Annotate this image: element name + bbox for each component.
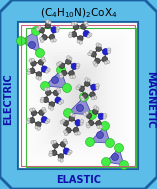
Circle shape [87, 35, 90, 38]
Circle shape [71, 63, 77, 70]
Circle shape [80, 96, 83, 99]
Circle shape [70, 75, 73, 78]
Circle shape [56, 27, 60, 30]
Circle shape [36, 76, 39, 79]
Circle shape [53, 39, 56, 42]
Circle shape [59, 63, 65, 68]
Circle shape [114, 143, 124, 153]
Bar [66, 70, 90, 121]
Circle shape [100, 122, 109, 130]
Circle shape [95, 58, 100, 64]
Circle shape [64, 130, 67, 133]
Circle shape [80, 122, 83, 125]
Bar [27, 31, 129, 160]
Circle shape [29, 42, 35, 49]
Circle shape [60, 141, 66, 147]
Circle shape [62, 84, 71, 92]
Circle shape [97, 125, 100, 129]
Bar [21, 25, 135, 166]
Circle shape [48, 106, 51, 109]
Circle shape [63, 139, 67, 143]
Circle shape [55, 97, 61, 103]
Circle shape [46, 68, 50, 72]
Circle shape [83, 30, 89, 37]
Bar [69, 73, 87, 118]
Circle shape [41, 97, 44, 100]
Bar [45, 49, 111, 142]
Circle shape [67, 152, 70, 155]
Circle shape [40, 99, 44, 103]
Circle shape [79, 41, 82, 44]
Circle shape [26, 120, 30, 124]
Circle shape [76, 86, 79, 90]
Circle shape [51, 77, 59, 84]
Circle shape [41, 81, 49, 91]
Circle shape [108, 50, 111, 53]
Circle shape [81, 97, 85, 101]
Bar [26, 28, 136, 167]
Circle shape [35, 49, 44, 57]
Bar [39, 43, 117, 148]
Circle shape [29, 59, 32, 62]
Circle shape [67, 56, 70, 59]
Circle shape [61, 70, 67, 76]
Circle shape [46, 119, 50, 122]
Circle shape [63, 108, 73, 118]
Circle shape [101, 157, 111, 167]
Circle shape [72, 75, 76, 79]
Circle shape [96, 46, 101, 51]
Circle shape [49, 151, 52, 154]
Bar [48, 52, 108, 139]
Bar [63, 67, 93, 124]
Circle shape [43, 110, 46, 113]
Circle shape [80, 120, 84, 123]
Circle shape [42, 107, 46, 111]
Circle shape [45, 121, 48, 124]
Circle shape [86, 122, 89, 125]
Circle shape [86, 113, 92, 119]
Circle shape [59, 101, 62, 105]
Polygon shape [45, 70, 67, 88]
Circle shape [43, 59, 46, 62]
Polygon shape [90, 126, 110, 143]
Circle shape [53, 140, 56, 143]
Circle shape [43, 97, 49, 103]
Bar [18, 22, 138, 169]
Circle shape [75, 120, 81, 126]
Circle shape [96, 43, 100, 46]
Circle shape [88, 52, 91, 56]
Circle shape [78, 85, 81, 88]
Circle shape [60, 159, 63, 162]
Circle shape [78, 36, 83, 41]
Circle shape [41, 57, 45, 60]
Circle shape [88, 33, 92, 36]
Circle shape [79, 86, 84, 91]
Polygon shape [21, 31, 40, 53]
Circle shape [91, 84, 97, 91]
Circle shape [70, 113, 73, 116]
Circle shape [50, 107, 53, 110]
Bar [21, 25, 135, 166]
Circle shape [45, 23, 51, 28]
Circle shape [91, 52, 96, 57]
Circle shape [60, 74, 63, 78]
Circle shape [56, 62, 60, 66]
Circle shape [47, 88, 50, 91]
Circle shape [41, 66, 48, 72]
Circle shape [69, 57, 72, 60]
Bar [72, 76, 84, 115]
Circle shape [84, 21, 87, 25]
Bar [30, 34, 126, 157]
Bar [36, 40, 120, 151]
Bar [51, 55, 105, 136]
Circle shape [51, 27, 57, 33]
Circle shape [88, 120, 94, 126]
Circle shape [90, 92, 95, 98]
Circle shape [40, 39, 44, 43]
Circle shape [119, 160, 128, 170]
Circle shape [98, 44, 101, 47]
Circle shape [97, 132, 103, 139]
Circle shape [27, 69, 30, 72]
Circle shape [36, 27, 40, 31]
